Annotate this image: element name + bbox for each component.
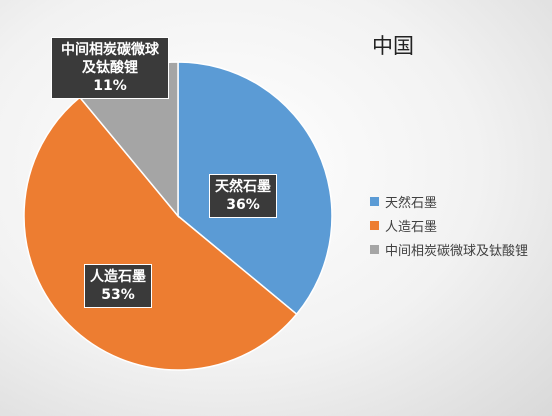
legend-swatch xyxy=(370,221,379,230)
chart-title: 中国 xyxy=(372,34,414,58)
data-label: 中间相炭碳微球及钛酸锂 11% xyxy=(51,37,169,99)
legend-label: 人造石墨 xyxy=(385,220,438,235)
legend-label: 天然石墨 xyxy=(385,196,438,211)
data-label: 天然石墨 36% xyxy=(209,174,277,218)
label-category: 人造石墨 xyxy=(90,269,146,285)
legend-label: 中间相炭碳微球及钛酸锂 xyxy=(385,244,529,259)
label-category: 中间相炭碳微球及钛酸锂 xyxy=(61,42,159,76)
label-value: 36% xyxy=(226,197,260,213)
legend-entry: 人造石墨 xyxy=(370,216,437,235)
label-value: 11% xyxy=(93,78,127,94)
label-category: 天然石墨 xyxy=(215,179,271,195)
legend-entry: 中间相炭碳微球及钛酸锂 xyxy=(370,240,528,259)
legend-swatch xyxy=(370,197,379,206)
legend-entry: 天然石墨 xyxy=(370,192,437,211)
label-value: 53% xyxy=(101,287,135,303)
data-label: 人造石墨 53% xyxy=(84,264,152,308)
legend-swatch xyxy=(370,245,379,254)
